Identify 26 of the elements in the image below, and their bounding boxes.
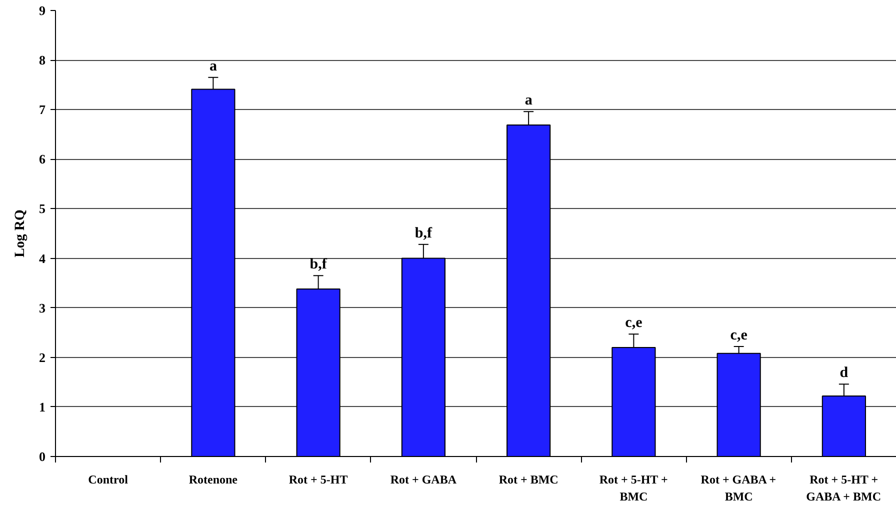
y-tick-label: 5 [39, 201, 46, 216]
y-tick-label: 8 [39, 52, 46, 68]
x-tick-label: Rot + 5-HT [288, 472, 348, 486]
annotation: b,f [414, 225, 433, 242]
x-tick-label: Control [88, 472, 129, 486]
y-tick-label: 1 [39, 399, 46, 414]
annotation: c,e [625, 315, 643, 332]
annotation: a [524, 92, 533, 109]
x-tick-label: Rot + BMC [498, 472, 558, 486]
y-tick-label: 2 [39, 350, 46, 365]
x-tick-label: Rot + GABA [390, 472, 457, 486]
annotation: b,f [310, 256, 328, 273]
y-tick-label: 3 [39, 300, 46, 316]
x-tick-label: Rot + GABA + BMC [700, 472, 776, 504]
annotation: c,e [730, 327, 748, 344]
y-tick-label: 4 [39, 250, 46, 266]
x-tick-label: Rot + 5-HT + GABA + BMC [806, 472, 882, 504]
x-tick-label: Rot + 5-HT + BMC [599, 472, 668, 504]
annotation: a [209, 58, 218, 74]
y-axis-title: Log RQ [13, 209, 28, 258]
y-tick-label: 9 [39, 3, 46, 18]
y-tick-label: 0 [39, 449, 46, 464]
y-tick-label: 6 [39, 152, 46, 167]
annotation: d [840, 365, 849, 382]
y-tick-label: 7 [39, 102, 46, 118]
x-tick-label: Rotenone [188, 472, 238, 486]
